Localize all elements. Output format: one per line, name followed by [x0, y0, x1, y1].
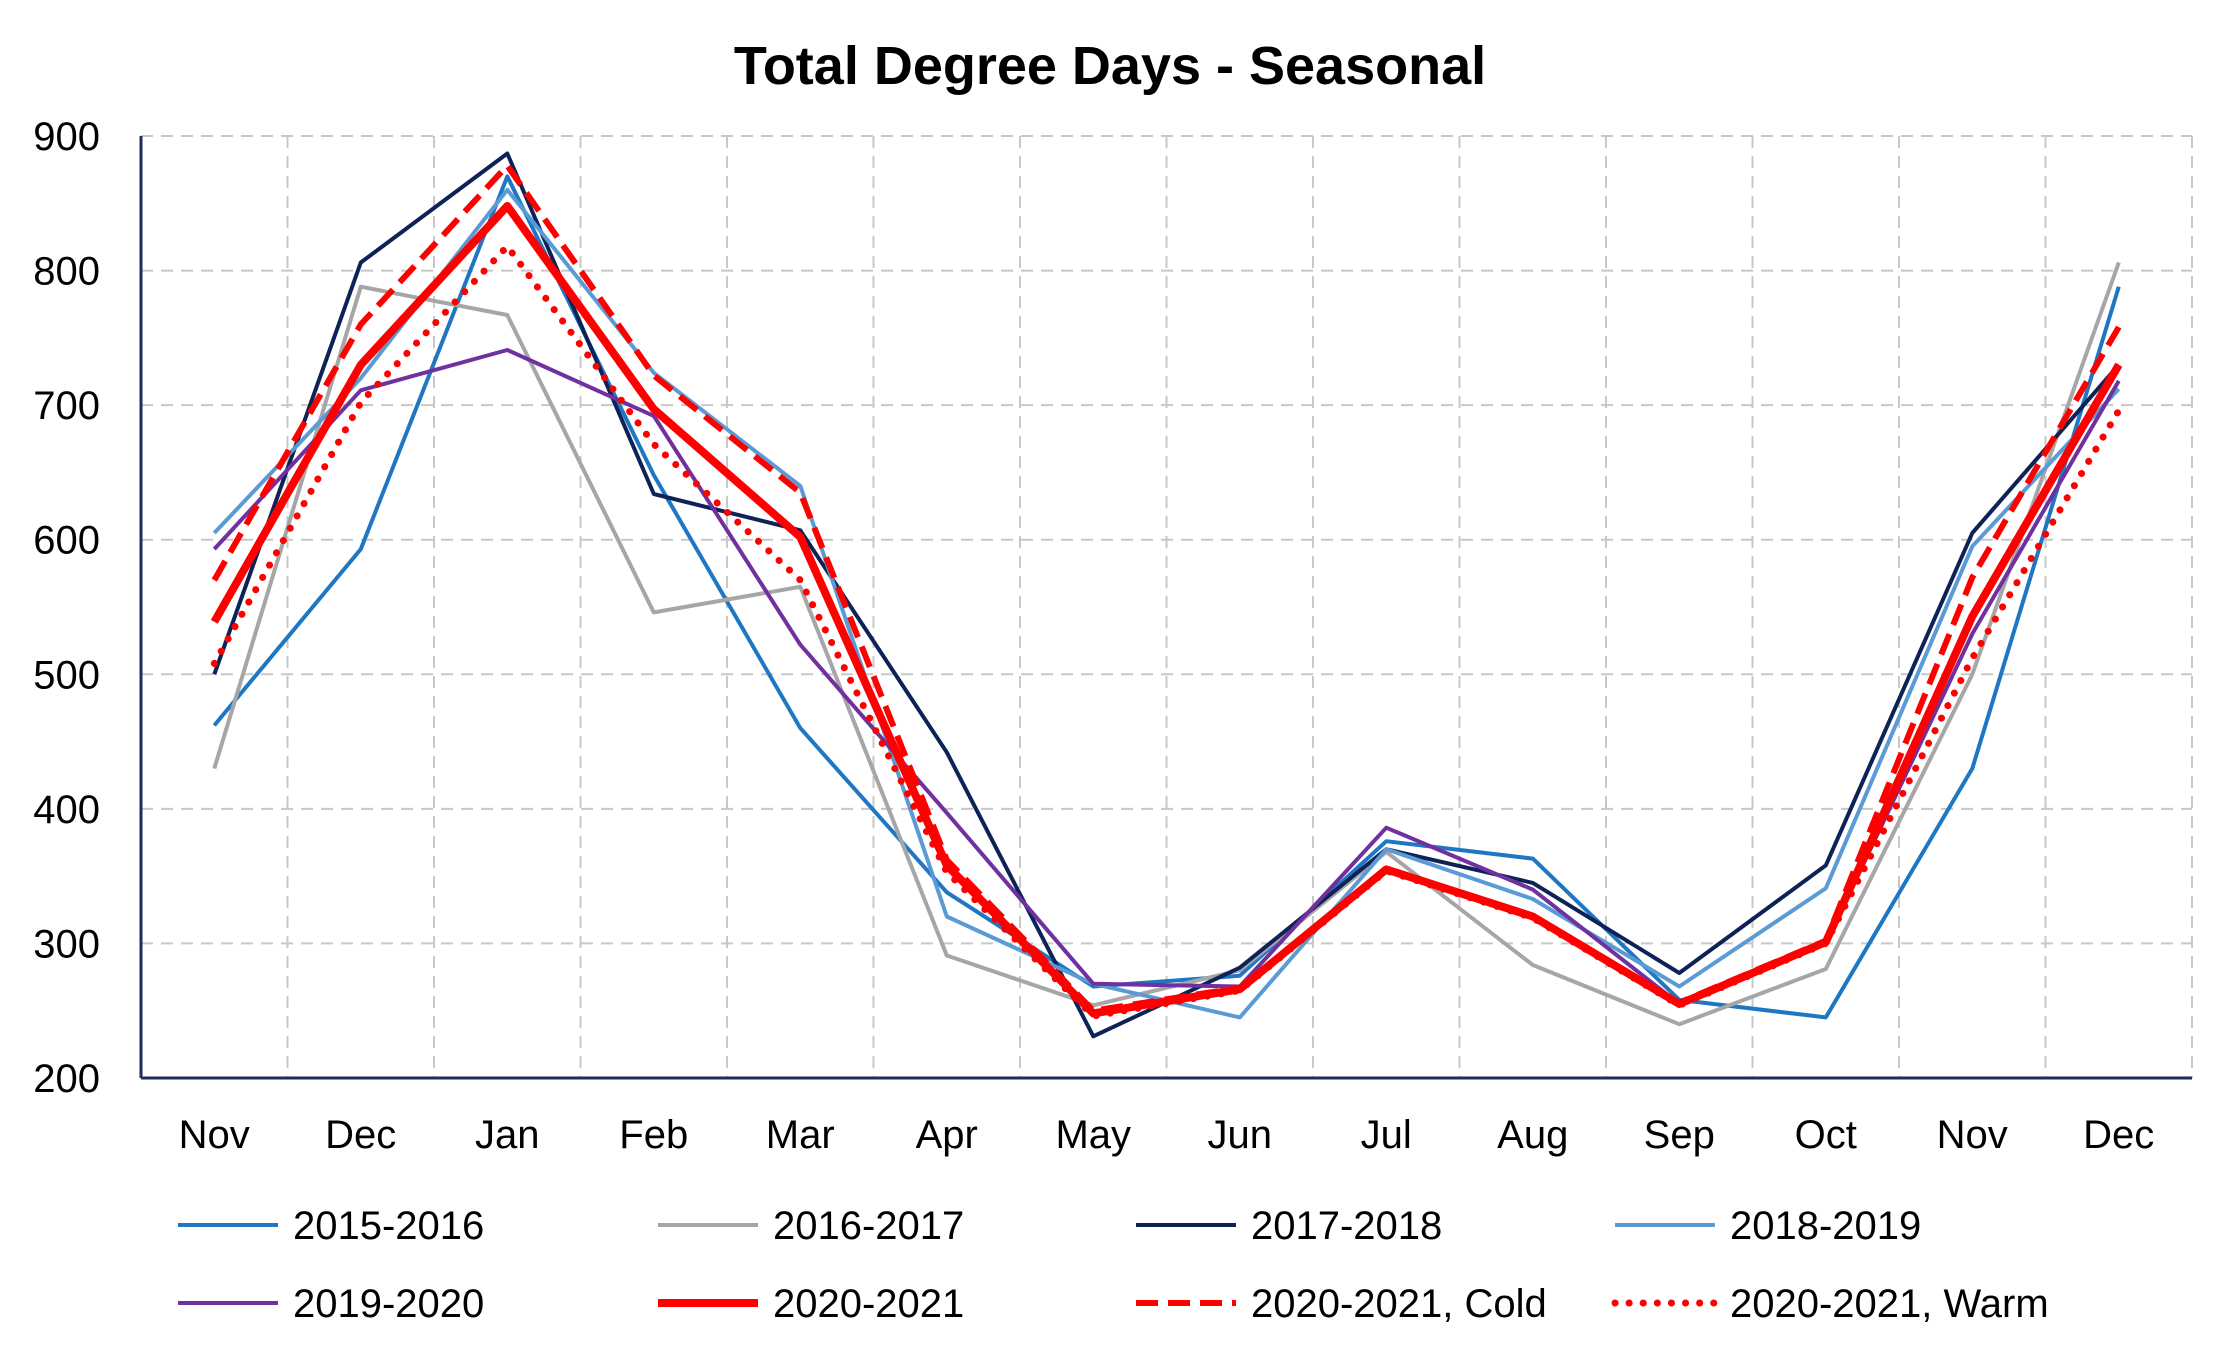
y-tick-label: 900 [33, 115, 100, 159]
series-line-2020-2021-warm [210, 242, 2123, 1020]
legend-label: 2019-2020 [293, 1282, 484, 1326]
x-axis-ticks: Nov Dec Jan Feb Mar Apr May Jun Jul Aug Sep Oct Nov D… [179, 1113, 2155, 1157]
series-line-2020-2021-cold [211, 162, 2122, 1014]
x-tick-label: Oct [1795, 1113, 1857, 1157]
series-line-2015-2016 [212, 174, 2121, 1020]
x-tick-label: Dec [325, 1113, 396, 1157]
chart-title: Total Degree Days - Seasonal [734, 36, 1486, 96]
x-tick-label: Aug [1497, 1113, 1568, 1157]
y-tick-label: 400 [33, 788, 100, 832]
legend-label: 2017-2018 [1251, 1204, 1442, 1248]
x-tick-label: May [1055, 1113, 1131, 1157]
x-tick-label: Jan [475, 1113, 540, 1157]
series-line-2016-2017 [212, 261, 2121, 1027]
legend-label: 2020-2021 [773, 1282, 964, 1326]
grid-lines [141, 135, 2193, 1078]
legend-label: 2020-2021, Warm [1730, 1282, 2049, 1326]
y-tick-label: 500 [33, 653, 100, 697]
legend-item: 2017-2018 [1136, 1204, 1442, 1248]
x-tick-label: Mar [766, 1113, 835, 1157]
series-lines [210, 151, 2123, 1039]
x-tick-label: Jun [1208, 1113, 1273, 1157]
legend-label: 2016-2017 [773, 1204, 964, 1248]
legend: 2015-2016 2016-2017 2017-2018 2018-2019 2019… [178, 1204, 2049, 1326]
legend-item: 2016-2017 [658, 1204, 964, 1248]
y-tick-label: 600 [33, 519, 100, 563]
x-tick-label: Nov [1937, 1113, 2008, 1157]
y-tick-label: 200 [33, 1057, 100, 1101]
axes [139, 136, 2192, 1080]
legend-label: 2020-2021, Cold [1251, 1282, 1547, 1326]
x-tick-label: Feb [619, 1113, 688, 1157]
legend-item: 2020-2021, Cold [1136, 1282, 1547, 1326]
y-tick-label: 800 [33, 250, 100, 294]
y-tick-label: 300 [33, 922, 100, 966]
x-tick-label: Apr [916, 1113, 978, 1157]
legend-item: 2020-2021 [658, 1282, 964, 1326]
legend-item: 2020-2021, Warm [1611, 1282, 2049, 1326]
legend-item: 2019-2020 [178, 1282, 484, 1326]
y-tick-label: 700 [33, 384, 100, 428]
legend-label: 2015-2016 [293, 1204, 484, 1248]
x-tick-label: Jul [1361, 1113, 1412, 1157]
x-tick-label: Nov [179, 1113, 250, 1157]
x-tick-label: Sep [1644, 1113, 1715, 1157]
x-tick-label: Dec [2083, 1113, 2154, 1157]
legend-item: 2018-2019 [1615, 1204, 1921, 1248]
legend-item: 2015-2016 [178, 1204, 484, 1248]
y-axis-ticks: 200 300 400 500 600 700 800 900 [33, 115, 100, 1101]
legend-label: 2018-2019 [1730, 1204, 1921, 1248]
